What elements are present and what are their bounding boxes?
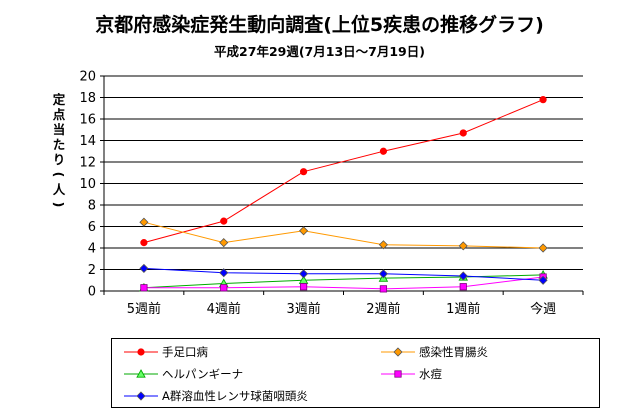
legend-swatch [124,348,158,356]
data-point [459,129,467,137]
data-point [379,147,388,155]
y-tick-label: 2 [88,263,96,278]
data-point [538,275,548,285]
data-point [299,269,309,279]
y-tick-label: 14 [79,134,96,149]
y-tick-label: 20 [79,70,96,85]
x-tick-label: 1週前 [446,301,480,317]
legend-swatch [124,369,158,378]
y-axis-label: 定点当たり(人) [51,92,67,208]
series-line [143,221,544,249]
chart-subtitle: 平成27年29週(7月13日〜7月19日) [214,44,425,59]
legend-label: A群溶血性レンサ球菌咽頭炎 [162,389,308,403]
chart-title: 京都府感染症発生動向調査(上位5疾患の推移グラフ) [95,14,544,36]
data-point [539,96,547,104]
legend-marker [136,391,146,401]
y-tick-label: 18 [79,91,96,106]
legend-marker [136,369,146,378]
x-tick-label: 3週前 [286,301,320,317]
y-tick-label: 10 [79,177,96,192]
data-point [459,283,467,291]
data-point [219,238,229,248]
legend-label: 感染性胃腸炎 [419,345,488,359]
legend-label: 手足口病 [162,345,208,359]
legend-entry: 水痘 [381,364,442,384]
series-line [143,276,544,290]
y-tick-label: 6 [88,220,96,235]
legend-swatch [381,370,415,378]
data-point [378,240,388,250]
legend-entry: 感染性胃腸炎 [381,342,488,362]
x-tick-label: 今週 [530,301,556,317]
data-point [378,269,388,279]
data-point [140,239,148,247]
legend: 手足口病 感染性胃腸炎ヘルパンギーナ 水痘 A群溶血性レンサ球菌咽頭炎 [111,338,600,408]
data-point [139,217,149,227]
legend-entry: 手足口病 [124,342,208,362]
x-tick-label: 2週前 [366,301,400,317]
data-point [140,284,148,292]
y-tick-label: 16 [79,113,96,128]
data-point [299,226,309,236]
data-point [220,284,228,292]
y-tick-label: 12 [79,156,96,171]
legend-label: ヘルパンギーナ [162,367,244,381]
data-point [458,271,468,281]
legend-marker [393,347,403,357]
y-tick-label: 0 [88,285,96,300]
data-point [219,268,229,278]
legend-marker [137,348,145,356]
y-tick-label: 8 [88,199,96,214]
data-point [538,243,548,253]
data-point [299,283,308,291]
x-tick-label: 5週前 [127,301,161,317]
legend-swatch [124,391,158,401]
data-point [299,168,308,176]
x-tick-label: 4週前 [207,301,241,317]
legend-entry: ヘルパンギーナ [124,364,243,384]
data-point [379,285,388,293]
data-point [139,263,149,273]
series-line [143,267,544,281]
data-point [458,241,468,251]
series-line [143,99,544,244]
legend-swatch [381,347,415,357]
y-tick-label: 4 [88,242,96,257]
legend-marker [394,370,402,378]
legend-label: 水痘 [419,367,442,381]
legend-entry: A群溶血性レンサ球菌咽頭炎 [124,386,308,406]
data-point [220,217,228,225]
